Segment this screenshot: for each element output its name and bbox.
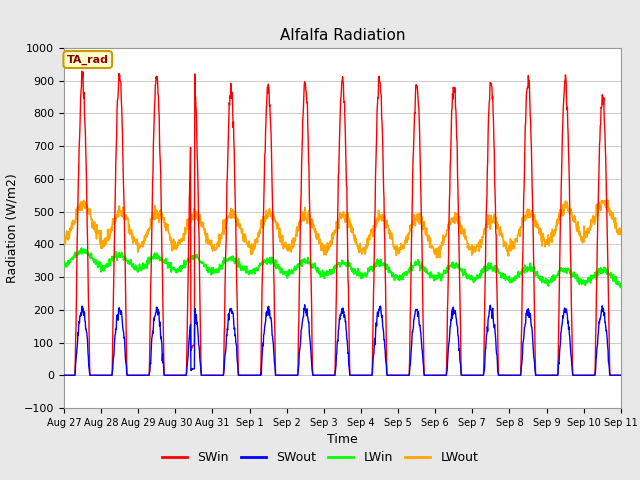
Text: TA_rad: TA_rad [67, 54, 109, 65]
X-axis label: Time: Time [327, 433, 358, 446]
Legend: SWin, SWout, LWin, LWout: SWin, SWout, LWin, LWout [157, 446, 483, 469]
Y-axis label: Radiation (W/m2): Radiation (W/m2) [5, 173, 19, 283]
Title: Alfalfa Radiation: Alfalfa Radiation [280, 28, 405, 43]
